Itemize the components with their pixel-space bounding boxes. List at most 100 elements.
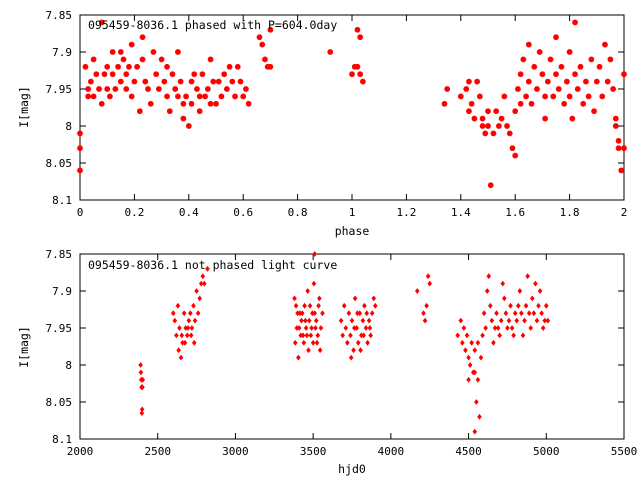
data-point-star — [444, 86, 450, 92]
x-tick-label: 4500 — [455, 445, 482, 458]
data-point-diamond — [528, 325, 534, 331]
data-point-star — [90, 56, 97, 63]
data-point-star — [564, 78, 570, 85]
data-point-star — [498, 115, 505, 122]
data-point-diamond — [545, 317, 551, 324]
data-point-star — [262, 56, 268, 63]
data-points-top — [77, 19, 627, 188]
data-point-diamond — [301, 339, 307, 346]
data-point-diamond — [300, 332, 306, 339]
data-point-star — [526, 78, 532, 85]
data-point-star — [496, 123, 502, 129]
data-point-star — [267, 27, 274, 33]
y-tick-label: 7.9 — [52, 285, 72, 298]
data-point-diamond — [180, 339, 185, 346]
data-point-star — [545, 78, 551, 85]
data-point-star — [615, 145, 622, 151]
data-point-diamond — [360, 317, 366, 324]
y-tick-label: 8 — [65, 120, 72, 133]
data-point-star — [534, 86, 540, 92]
data-point-star — [474, 78, 480, 85]
data-point-star — [207, 56, 214, 63]
data-point-diamond — [341, 302, 347, 309]
data-point-diamond — [361, 332, 366, 339]
data-point-diamond — [369, 310, 375, 317]
data-point-star — [613, 123, 619, 129]
data-point-star — [96, 86, 102, 92]
data-point-diamond — [365, 339, 370, 346]
data-point-star — [471, 115, 478, 122]
data-point-diamond — [188, 310, 193, 317]
data-point-star — [126, 64, 132, 70]
data-point-diamond — [523, 302, 529, 309]
data-point-diamond — [191, 302, 196, 309]
data-point-diamond — [458, 317, 464, 324]
data-point-diamond — [304, 332, 310, 339]
y-tick-label: 7.95 — [46, 83, 73, 96]
data-point-star — [118, 49, 124, 55]
data-point-star — [77, 167, 83, 174]
data-point-diamond — [294, 325, 300, 331]
data-point-star — [215, 78, 222, 85]
data-point-diamond — [338, 317, 344, 324]
data-point-diamond — [183, 325, 188, 331]
data-point-diamond — [522, 317, 527, 324]
data-point-star — [512, 152, 518, 159]
data-point-diamond — [195, 310, 201, 317]
data-point-diamond — [534, 317, 540, 324]
x-tick-label: 0 — [77, 206, 84, 219]
data-point-star — [588, 56, 595, 63]
data-point-diamond — [362, 302, 367, 309]
data-point-diamond — [472, 347, 478, 354]
data-point-star — [615, 138, 622, 144]
data-point-star — [357, 71, 363, 77]
x-tick-label: 0.2 — [124, 206, 144, 219]
data-point-diamond — [343, 325, 349, 331]
data-point-diamond — [185, 325, 191, 331]
data-point-star — [526, 41, 532, 48]
data-points-bottom — [138, 251, 551, 435]
data-point-star — [128, 93, 135, 100]
data-point-diamond — [348, 332, 353, 339]
data-point-diamond — [414, 288, 420, 294]
data-point-star — [240, 93, 246, 100]
data-point-star — [550, 93, 557, 100]
data-point-star — [569, 115, 576, 122]
plot-frame-top — [79, 14, 625, 201]
data-point-diamond — [313, 325, 318, 331]
data-point-diamond — [517, 288, 523, 294]
data-point-diamond — [467, 362, 473, 368]
data-point-star — [234, 64, 241, 70]
data-point-star — [191, 71, 198, 77]
data-point-star — [259, 41, 266, 48]
data-point-diamond — [194, 288, 199, 294]
y-tick-label: 8.1 — [52, 433, 72, 446]
data-point-star — [139, 56, 146, 63]
data-point-diamond — [317, 347, 323, 354]
data-point-diamond — [525, 273, 530, 280]
data-point-diamond — [318, 325, 324, 331]
data-point-star — [77, 130, 83, 137]
data-point-diamond — [371, 295, 377, 302]
data-point-star — [517, 71, 524, 77]
data-point-star — [553, 34, 559, 40]
data-point-star — [104, 64, 110, 70]
data-point-star — [441, 101, 448, 107]
data-point-diamond — [526, 310, 532, 317]
data-point-diamond — [542, 317, 548, 324]
data-point-diamond — [475, 339, 481, 346]
data-point-diamond — [475, 376, 481, 383]
data-point-star — [523, 93, 529, 100]
data-point-star — [137, 108, 143, 114]
data-point-star — [156, 86, 162, 92]
data-point-diamond — [352, 295, 358, 302]
data-point-diamond — [181, 310, 187, 317]
data-point-star — [109, 49, 116, 55]
y-tick-label: 7.85 — [46, 248, 73, 261]
data-point-diamond — [316, 302, 321, 309]
data-point-diamond — [296, 354, 301, 361]
data-point-diamond — [202, 280, 207, 287]
data-point-diamond — [424, 302, 429, 309]
data-point-diamond — [200, 273, 206, 280]
data-point-diamond — [320, 310, 325, 317]
